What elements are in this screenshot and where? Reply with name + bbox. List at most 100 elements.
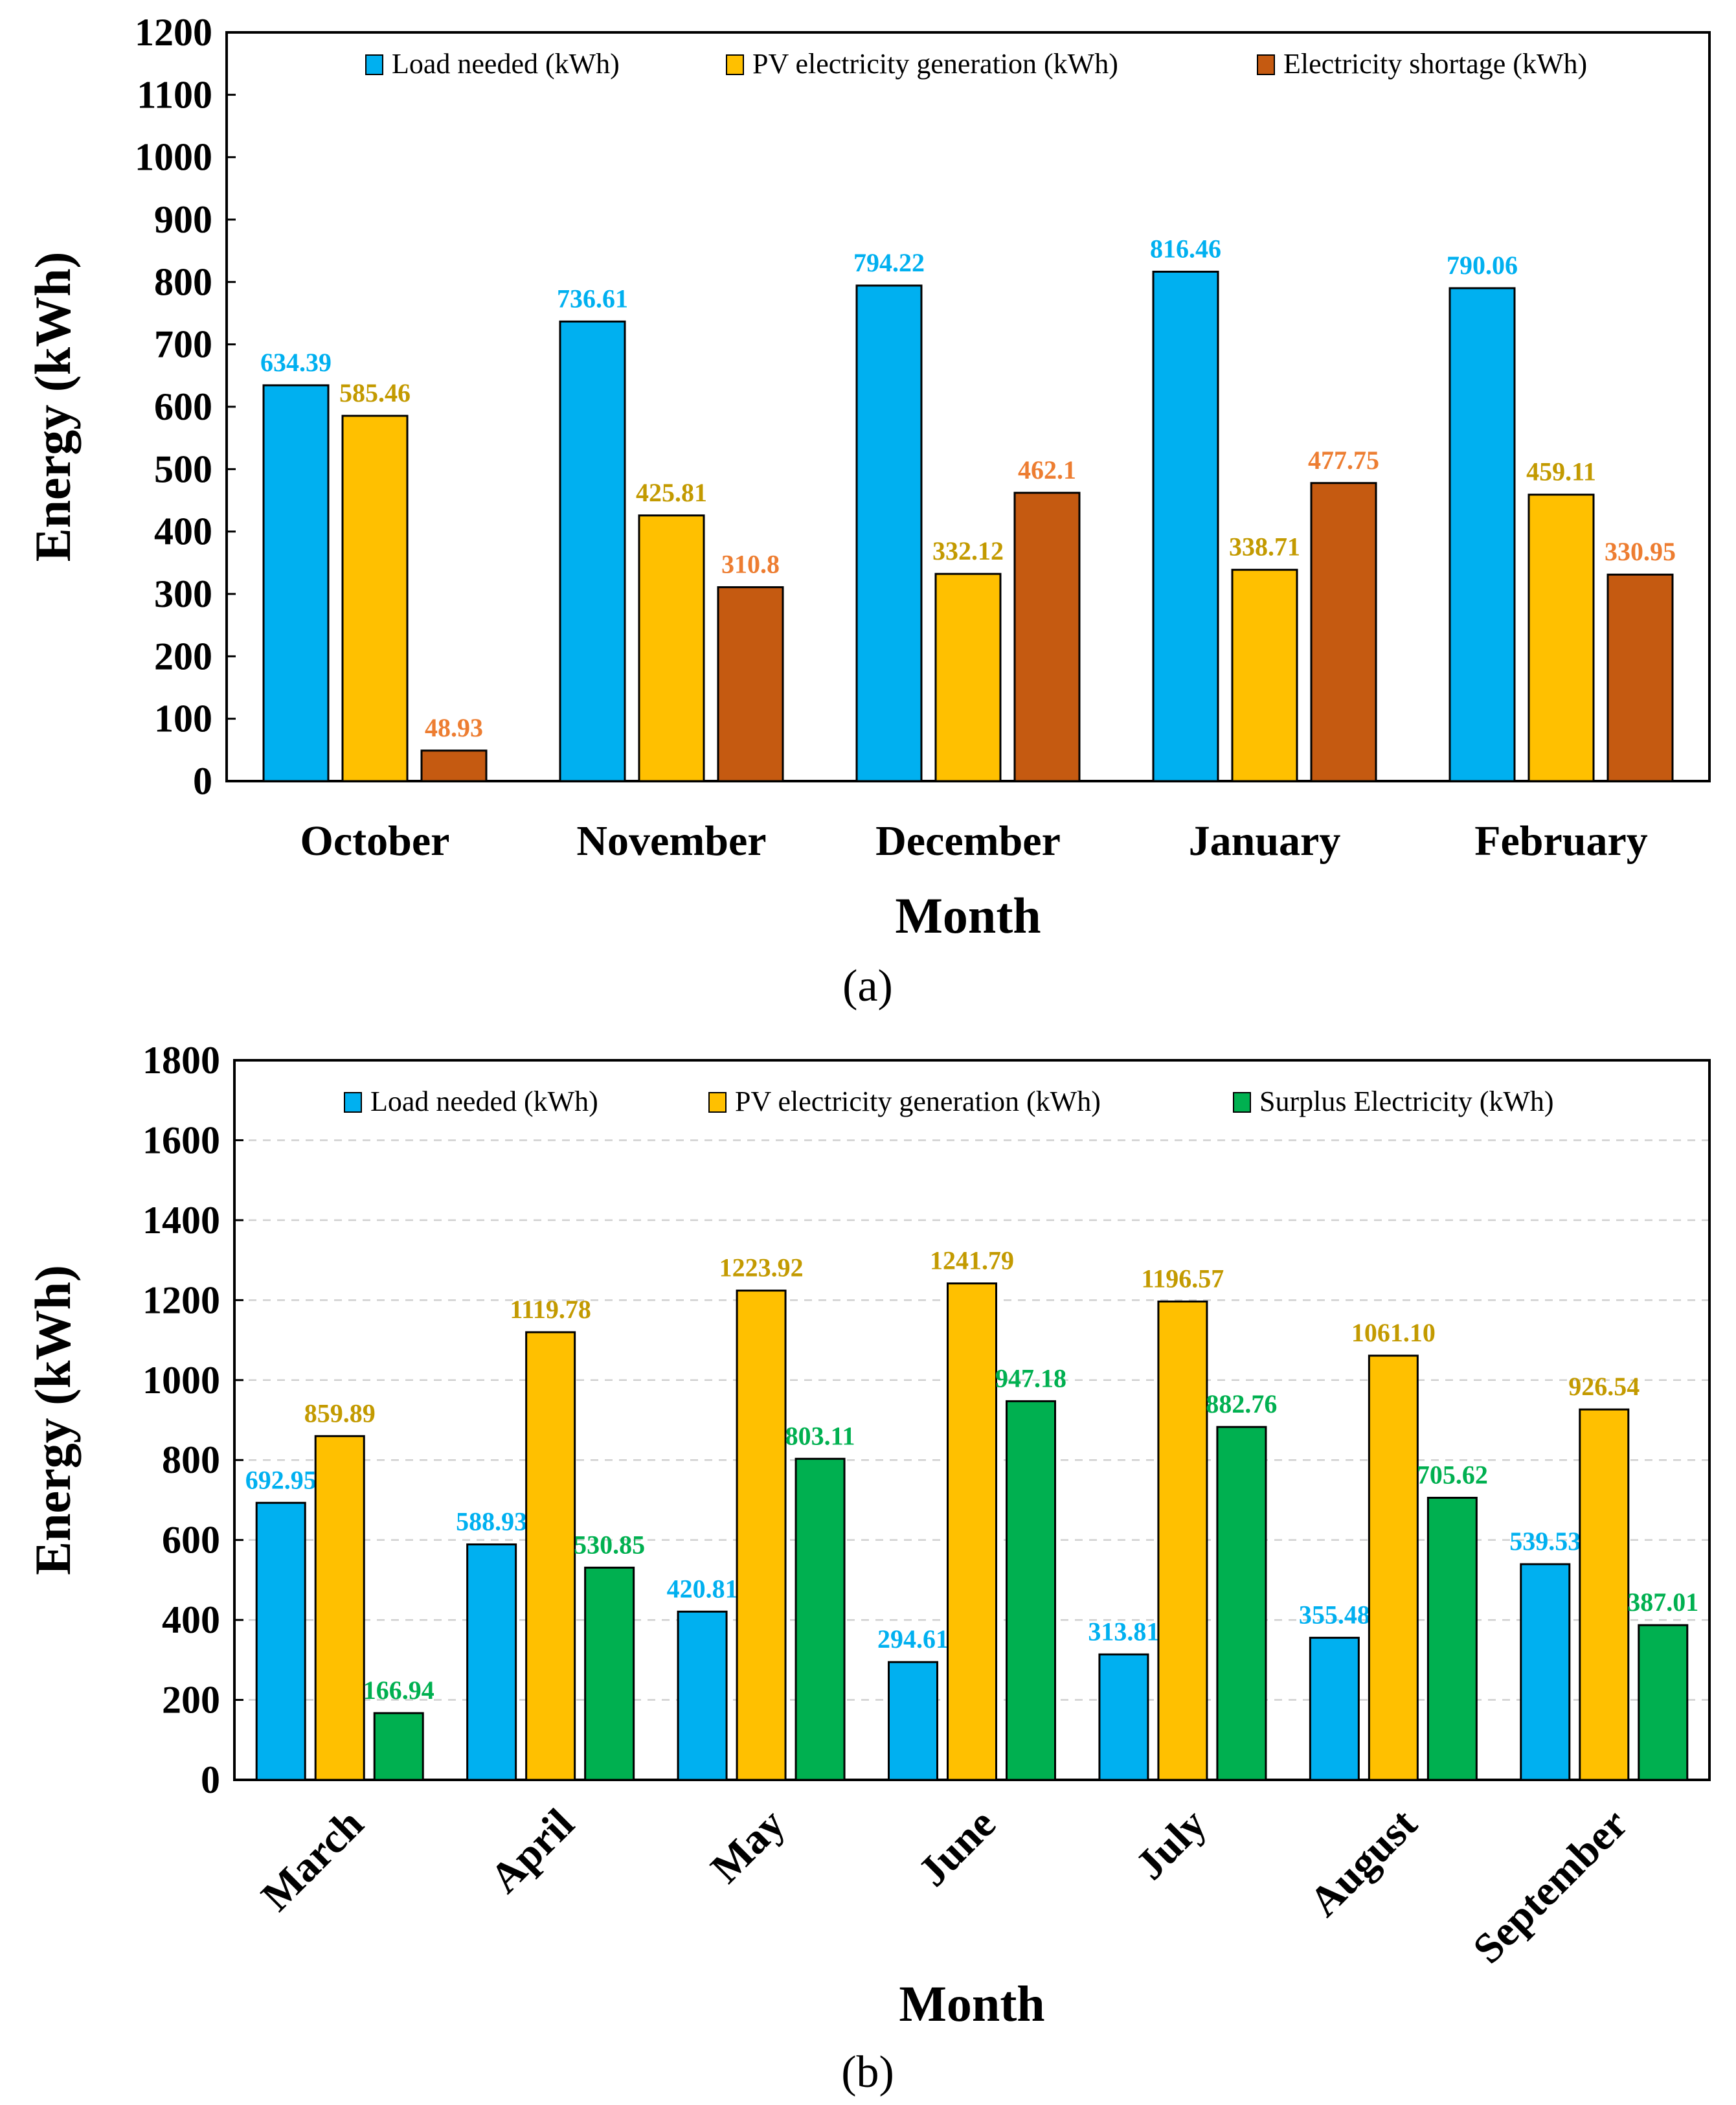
bar-surplus-july bbox=[1216, 1426, 1267, 1781]
y-tick-label: 500 bbox=[154, 448, 212, 490]
bar-pv-february bbox=[1527, 494, 1595, 782]
data-label-pv: 585.46 bbox=[339, 378, 411, 407]
y-tick-label: 1000 bbox=[135, 136, 212, 179]
data-label-load: 313.81 bbox=[1088, 1617, 1159, 1646]
data-label-pv: 926.54 bbox=[1568, 1372, 1640, 1401]
legend-swatch-pv bbox=[726, 54, 744, 75]
bar-shortage-november bbox=[717, 586, 784, 782]
x-axis-title: Month bbox=[895, 887, 1041, 944]
data-label-load: 355.48 bbox=[1299, 1600, 1370, 1630]
bar-pv-may bbox=[736, 1290, 787, 1781]
y-tick-label: 900 bbox=[154, 198, 212, 241]
bar-load-may bbox=[677, 1610, 728, 1781]
data-label-load: 794.22 bbox=[853, 248, 925, 277]
y-tick-label: 1800 bbox=[142, 1039, 220, 1082]
panel-label: (a) bbox=[842, 961, 893, 1011]
bar-surplus-may bbox=[795, 1457, 846, 1781]
bar-load-october bbox=[262, 384, 330, 782]
data-label-pv: 425.81 bbox=[636, 478, 707, 507]
bar-pv-november bbox=[638, 514, 705, 782]
legend-swatch-shortage bbox=[1257, 54, 1275, 75]
legend: Load needed (kWh) PV electricity generati… bbox=[344, 1086, 1554, 1117]
bar-surplus-september bbox=[1638, 1624, 1689, 1781]
data-label-pv: 1061.10 bbox=[1351, 1318, 1436, 1347]
bar-pv-august bbox=[1368, 1354, 1419, 1781]
bar-pv-october bbox=[341, 415, 409, 782]
y-tick-label: 400 bbox=[162, 1599, 220, 1641]
y-tick-label: 1200 bbox=[142, 1279, 220, 1321]
data-label-surplus: 530.85 bbox=[574, 1530, 645, 1559]
data-label-surplus: 387.01 bbox=[1627, 1587, 1698, 1617]
y-tick-label: 1100 bbox=[137, 73, 212, 116]
y-tick-label: 1000 bbox=[142, 1359, 220, 1402]
legend-label-shortage: Electricity shortage (kWh) bbox=[1283, 48, 1587, 80]
bar-pv-march bbox=[314, 1435, 365, 1781]
data-label-pv: 1223.92 bbox=[719, 1253, 804, 1282]
y-tick-label: 700 bbox=[154, 323, 212, 366]
bar-load-february bbox=[1449, 287, 1516, 782]
x-axis-title: Month bbox=[899, 1975, 1044, 2032]
data-label-load: 588.93 bbox=[456, 1507, 527, 1536]
x-category-label: November bbox=[576, 817, 766, 865]
y-tick-label: 400 bbox=[154, 510, 212, 553]
x-category-label: March bbox=[253, 1800, 373, 1920]
bar-load-august bbox=[1309, 1637, 1360, 1781]
y-tick-label: 300 bbox=[154, 573, 212, 615]
bar-shortage-february bbox=[1606, 573, 1674, 782]
data-label-surplus: 705.62 bbox=[1417, 1460, 1488, 1489]
y-tick-label: 0 bbox=[193, 760, 212, 802]
legend-label-load: Load needed (kWh) bbox=[370, 1086, 598, 1117]
data-label-surplus: 803.11 bbox=[785, 1421, 855, 1450]
data-label-pv: 1241.79 bbox=[930, 1246, 1014, 1275]
data-label-load: 692.95 bbox=[245, 1465, 317, 1494]
data-label-load: 539.53 bbox=[1509, 1527, 1581, 1556]
y-tick-label: 1600 bbox=[142, 1119, 220, 1161]
data-label-surplus: 947.18 bbox=[995, 1363, 1066, 1393]
bar-surplus-june bbox=[1006, 1400, 1056, 1781]
x-category-label: September bbox=[1464, 1800, 1637, 1973]
data-label-shortage: 48.93 bbox=[425, 713, 483, 742]
bar-load-june bbox=[888, 1661, 938, 1781]
bar-load-november bbox=[559, 320, 626, 782]
bar-pv-january bbox=[1231, 569, 1298, 782]
x-category-label: May bbox=[702, 1800, 794, 1892]
legend-swatch-load bbox=[344, 1092, 362, 1113]
chart-b: 0 200 400 600 800 1000 1200 1400 1600 1800 Energy … bbox=[25, 1039, 1711, 2097]
data-label-load: 294.61 bbox=[877, 1624, 949, 1654]
data-label-shortage: 310.8 bbox=[721, 550, 780, 579]
bar-surplus-april bbox=[584, 1566, 635, 1781]
y-tick-label: 100 bbox=[154, 698, 212, 740]
y-tick-label: 0 bbox=[201, 1758, 220, 1801]
data-label-shortage: 477.75 bbox=[1308, 446, 1379, 475]
legend-label-pv: PV electricity generation (kWh) bbox=[735, 1086, 1101, 1117]
x-category-label: June bbox=[909, 1800, 1005, 1896]
x-category-label: August bbox=[1300, 1800, 1426, 1926]
legend-label-surplus: Surplus Electricity (kWh) bbox=[1259, 1086, 1554, 1117]
bar-pv-september bbox=[1579, 1408, 1630, 1781]
y-tick-label: 600 bbox=[162, 1519, 220, 1562]
y-axis-title: Energy (kWh) bbox=[25, 252, 81, 562]
bar-load-january bbox=[1152, 270, 1219, 782]
y-tick-label: 800 bbox=[162, 1439, 220, 1481]
chart-a: 0 100 200 300 400 500 600 700 800 900 1000 1100 1200… bbox=[25, 11, 1711, 1011]
data-label-load: 736.61 bbox=[557, 284, 628, 313]
bar-surplus-march bbox=[373, 1712, 424, 1781]
y-axis-title: Energy (kWh) bbox=[25, 1265, 81, 1575]
y-tick-label: 200 bbox=[154, 635, 212, 677]
legend-swatch-load bbox=[365, 54, 383, 75]
bar-load-april bbox=[466, 1543, 517, 1781]
y-tick-label: 1400 bbox=[142, 1199, 220, 1242]
bar-load-march bbox=[255, 1501, 306, 1781]
x-category-label: January bbox=[1189, 817, 1341, 865]
bar-pv-april bbox=[525, 1331, 576, 1781]
data-label-pv: 859.89 bbox=[304, 1398, 376, 1428]
bar-shortage-october bbox=[420, 749, 488, 782]
bar-pv-june bbox=[947, 1282, 997, 1781]
data-label-shortage: 462.1 bbox=[1018, 455, 1076, 484]
data-label-load: 790.06 bbox=[1447, 251, 1518, 280]
x-category-label: April bbox=[481, 1800, 583, 1902]
legend-swatch-surplus bbox=[1233, 1092, 1251, 1113]
x-category-label: December bbox=[875, 817, 1061, 865]
legend-label-load: Load needed (kWh) bbox=[392, 48, 620, 80]
data-label-pv: 332.12 bbox=[932, 536, 1004, 565]
